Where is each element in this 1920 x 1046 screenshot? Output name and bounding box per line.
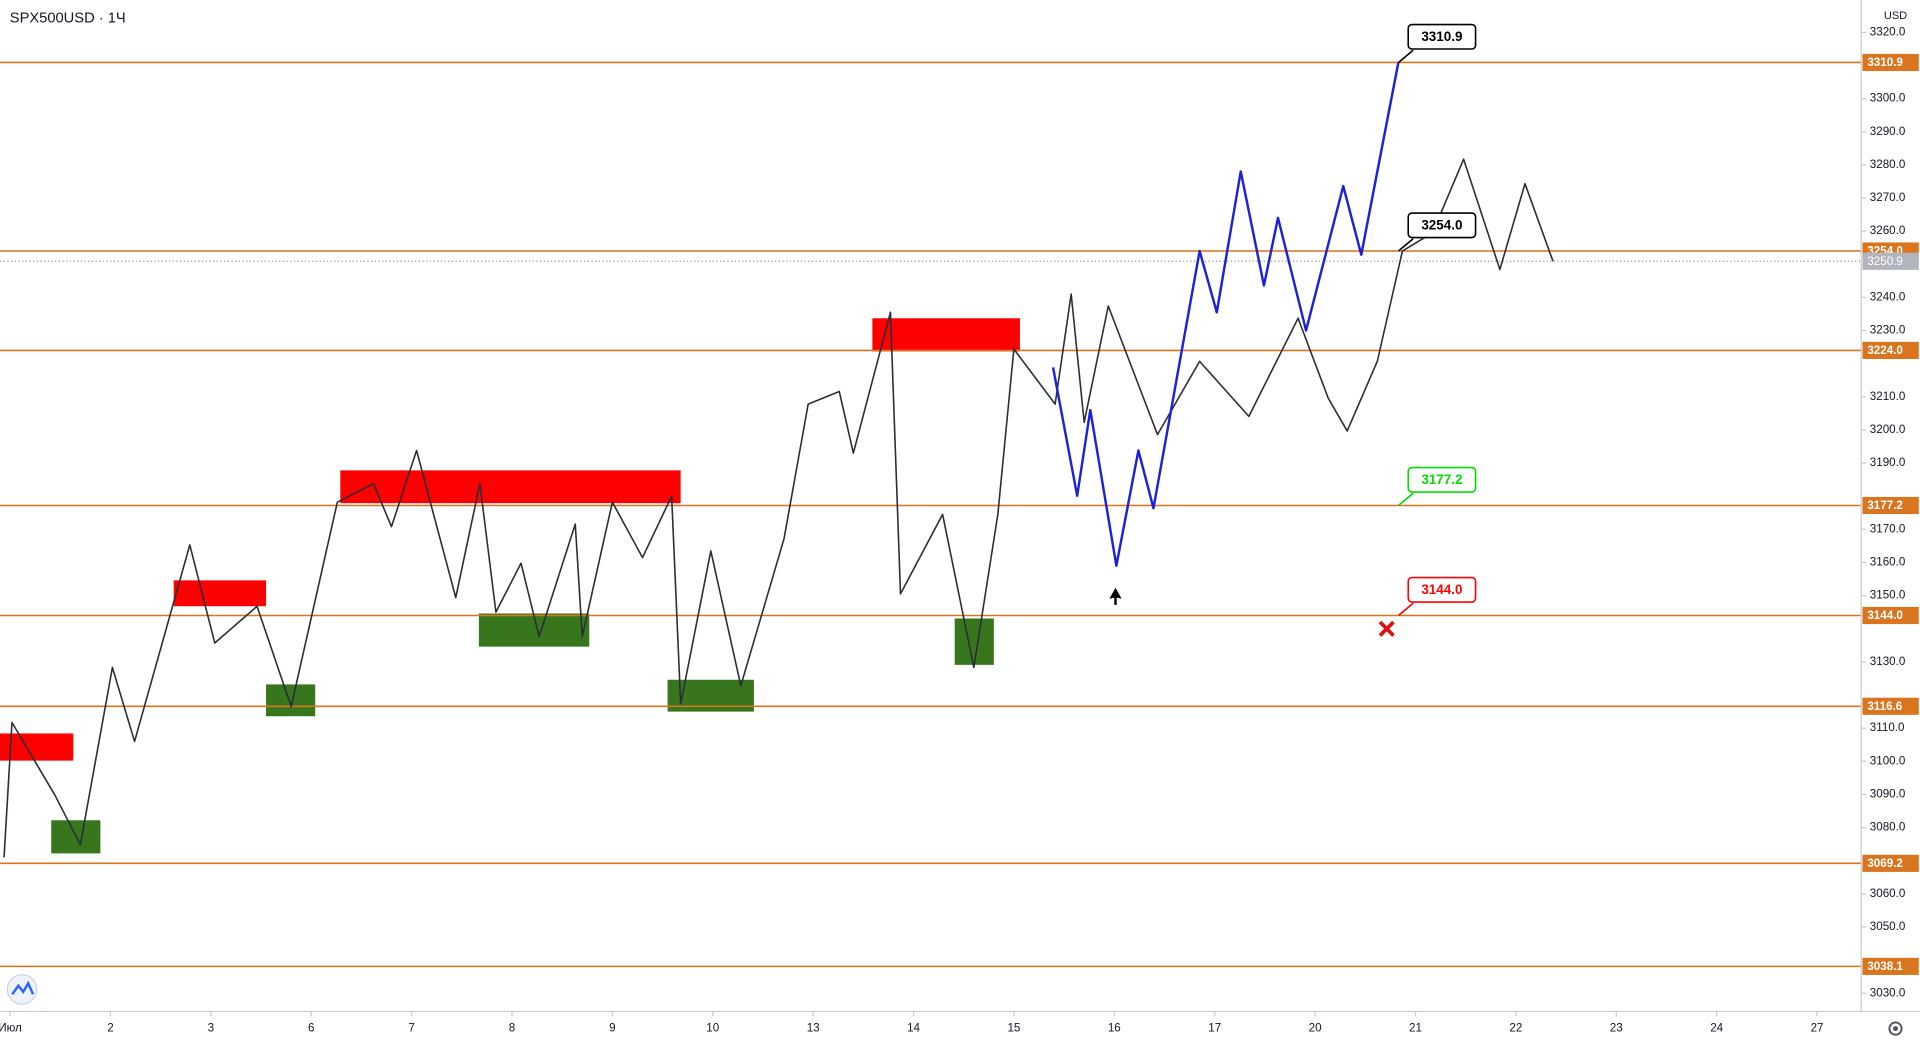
callout-box bbox=[1407, 23, 1477, 50]
y-tick-label: 3260.0 bbox=[1870, 224, 1906, 237]
callout-pointer bbox=[1397, 602, 1414, 617]
y-tick-label: 3050.0 bbox=[1870, 920, 1906, 933]
y-tick-label: 3230.0 bbox=[1870, 324, 1906, 337]
plot-area bbox=[0, 61, 1862, 968]
price-line bbox=[3, 158, 1554, 858]
level-tag bbox=[1862, 496, 1919, 515]
x-tick-label: 3 bbox=[208, 1022, 214, 1035]
y-tick-label: 3170.0 bbox=[1870, 522, 1906, 535]
callout-label: 3177.2 bbox=[1421, 472, 1462, 487]
logo bbox=[6, 974, 38, 1005]
callout-pointer bbox=[1397, 49, 1414, 64]
x-tick-label: 6 bbox=[308, 1022, 314, 1035]
settings-icon[interactable] bbox=[1888, 1021, 1903, 1036]
callout-label: 3310.9 bbox=[1421, 29, 1462, 44]
y-tick-label: 3110.0 bbox=[1870, 721, 1905, 734]
x-tick-label: 14 bbox=[907, 1022, 920, 1035]
chart-title: SPX500USD · 1Ч bbox=[10, 10, 126, 26]
callout: 3177.2 bbox=[1397, 466, 1477, 507]
y-tick-label: 3320.0 bbox=[1870, 25, 1906, 38]
callout-pointer bbox=[1397, 238, 1414, 252]
callout: 3310.9 bbox=[1397, 23, 1477, 64]
y-tick-label: 3100.0 bbox=[1870, 754, 1906, 767]
y-tick-label: 3030.0 bbox=[1870, 986, 1906, 999]
zone bbox=[266, 684, 316, 717]
x-tick-label: 21 bbox=[1409, 1022, 1422, 1035]
y-tick-label: 3290.0 bbox=[1870, 125, 1906, 138]
callout-label: 3144.0 bbox=[1421, 582, 1462, 597]
last-price-tag bbox=[1862, 252, 1919, 270]
x-tick-label: 22 bbox=[1509, 1022, 1522, 1035]
level-tag bbox=[1862, 957, 1919, 975]
y-tick-label: 3090.0 bbox=[1870, 787, 1906, 800]
currency-label: USD bbox=[1884, 10, 1907, 22]
x-tick-label: 7 bbox=[408, 1022, 414, 1035]
y-tick-label: 3060.0 bbox=[1870, 887, 1906, 900]
level-tag-label: 3177.2 bbox=[1867, 499, 1903, 512]
callout: 3254.0 bbox=[1397, 212, 1477, 252]
y-tick-label: 3300.0 bbox=[1870, 92, 1906, 105]
level-tag bbox=[1862, 341, 1919, 359]
y-tick-label: 3160.0 bbox=[1870, 556, 1906, 569]
forecast-line bbox=[1051, 62, 1400, 567]
y-tick-label: 3240.0 bbox=[1870, 290, 1906, 303]
x-tick-label: 20 bbox=[1309, 1022, 1322, 1035]
callout-box bbox=[1407, 466, 1477, 493]
level-tag-label: 3038.1 bbox=[1867, 960, 1903, 973]
level-tag-label: 3144.0 bbox=[1867, 609, 1903, 622]
level-tag bbox=[1862, 606, 1919, 625]
x-tick-label: 15 bbox=[1007, 1022, 1020, 1035]
x-tick-label: 13 bbox=[807, 1022, 820, 1035]
x-tick-label: Июл bbox=[0, 1022, 22, 1035]
y-tick-label: 3200.0 bbox=[1870, 423, 1906, 436]
x-tick-label: 2 bbox=[107, 1022, 113, 1035]
x-tick-label: 9 bbox=[609, 1022, 615, 1035]
y-tick-label: 3270.0 bbox=[1870, 191, 1906, 204]
level-tag-label: 3310.9 bbox=[1867, 56, 1903, 69]
x-tick-label: 27 bbox=[1811, 1022, 1824, 1035]
y-tick-label: 3130.0 bbox=[1870, 655, 1906, 668]
cross-marker bbox=[1378, 620, 1395, 637]
callout: 3144.0 bbox=[1397, 576, 1477, 617]
level-tag-label: 3116.6 bbox=[1867, 700, 1902, 713]
level-tag-label: 3224.0 bbox=[1867, 344, 1903, 357]
x-tick-label: 10 bbox=[706, 1022, 719, 1035]
level-tag-label: 3069.2 bbox=[1867, 857, 1903, 870]
y-tick-label: 3150.0 bbox=[1870, 589, 1906, 602]
zone bbox=[340, 470, 681, 504]
x-tick-label: 17 bbox=[1208, 1022, 1221, 1035]
level-tag bbox=[1862, 697, 1919, 715]
last-price-label: 3250.9 bbox=[1867, 255, 1903, 268]
zone bbox=[954, 618, 994, 665]
zone bbox=[0, 733, 74, 761]
y-tick-label: 3190.0 bbox=[1870, 456, 1906, 469]
zone bbox=[173, 580, 267, 607]
x-tick-label: 16 bbox=[1108, 1022, 1121, 1035]
callout-box bbox=[1407, 576, 1477, 603]
y-tick-label: 3080.0 bbox=[1870, 821, 1906, 834]
callout-pointer bbox=[1397, 492, 1414, 507]
x-tick-label: 8 bbox=[509, 1022, 515, 1035]
x-tick-label: 24 bbox=[1710, 1022, 1723, 1035]
level-tag bbox=[1862, 53, 1919, 72]
y-tick-label: 3280.0 bbox=[1870, 158, 1906, 171]
callout-box bbox=[1407, 212, 1477, 239]
zone bbox=[872, 318, 1020, 352]
level-tag bbox=[1862, 854, 1919, 872]
up-arrow bbox=[1109, 587, 1122, 605]
callout-label: 3254.0 bbox=[1421, 217, 1462, 232]
y-tick-label: 3210.0 bbox=[1870, 390, 1906, 403]
x-tick-label: 23 bbox=[1610, 1022, 1623, 1035]
